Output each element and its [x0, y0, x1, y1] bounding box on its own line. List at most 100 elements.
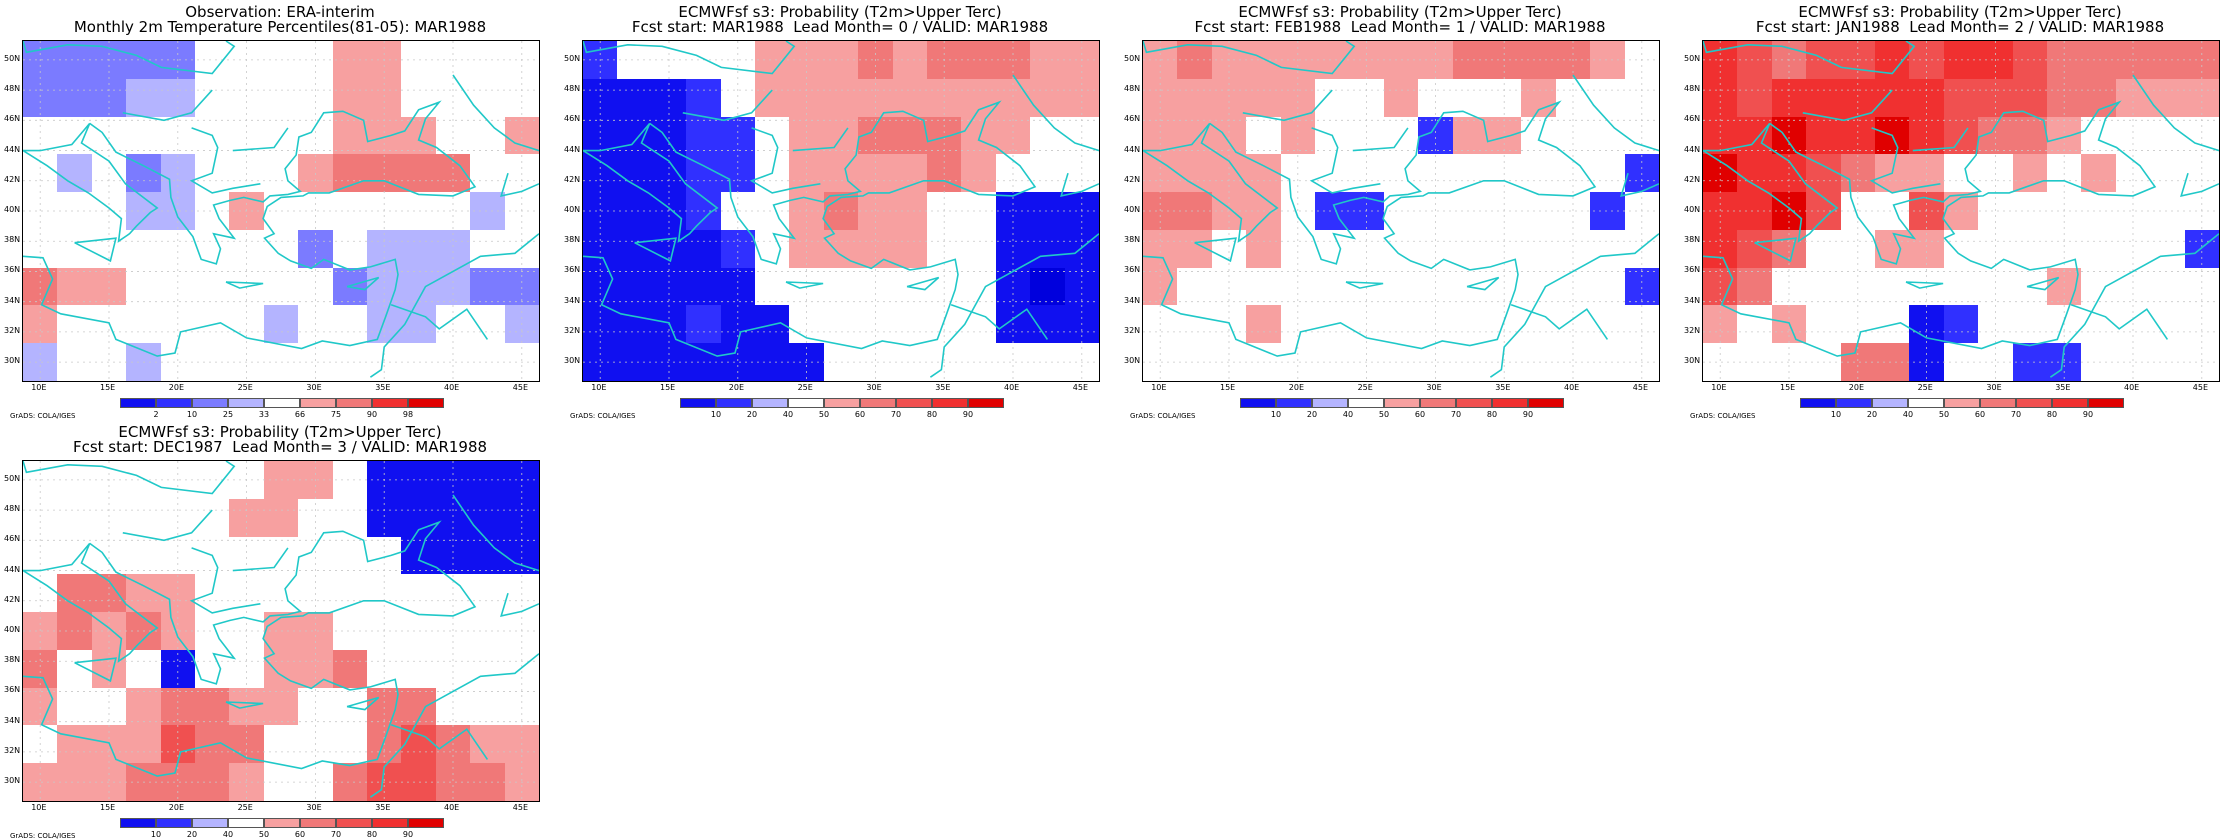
legend-label: 60	[1414, 410, 1426, 419]
grid-cell	[893, 192, 927, 230]
latitude-tick-label: 50N	[4, 473, 21, 483]
latitude-tick-label: 50N	[1684, 53, 1701, 63]
grid-cell	[996, 230, 1030, 268]
longitude-tick-label: 25E	[237, 803, 253, 812]
latitude-tick-label: 30N	[4, 356, 21, 366]
grid-cell	[1487, 117, 1521, 154]
grid-cell	[470, 192, 505, 230]
legend-swatch	[1312, 398, 1348, 408]
coastline	[906, 276, 940, 291]
longitude-tick-label: 30E	[1426, 383, 1442, 392]
grid-cell	[264, 688, 298, 725]
latitude-tick-label: 34N	[4, 295, 21, 305]
longitude-tick-label: 40E	[444, 803, 460, 812]
legend-label: 80	[2046, 410, 2058, 419]
legend-swatch	[264, 398, 300, 408]
grid-cell	[1384, 79, 1418, 117]
legend-swatch	[860, 398, 896, 408]
legend-swatch	[228, 818, 264, 828]
grid-cell	[652, 79, 686, 117]
latitude-tick-label: 50N	[4, 53, 21, 63]
grid-cell	[161, 763, 195, 801]
grid-cell	[367, 79, 401, 117]
longitude-tick-label: 25E	[1357, 383, 1373, 392]
grid-cell	[2185, 79, 2219, 117]
legend-label: 40	[1342, 410, 1354, 419]
grid-cell	[2013, 343, 2047, 381]
grid-cell	[893, 41, 927, 79]
grid-cell	[961, 41, 996, 79]
grid-cell	[652, 117, 686, 154]
latitude-tick-label: 46N	[1124, 114, 1141, 124]
grid-cell	[893, 230, 927, 268]
grid-cell	[1944, 79, 1978, 117]
coastline	[500, 592, 539, 617]
grid-cell	[298, 650, 333, 688]
grid-cell	[617, 79, 652, 117]
legend-label: 60	[854, 410, 866, 419]
coastline	[749, 127, 821, 194]
legend-label: 90	[2082, 410, 2094, 419]
longitude-tick-label: 35E	[2055, 383, 2071, 392]
coastline	[225, 281, 264, 289]
grid-cell	[401, 154, 436, 192]
coastline	[232, 547, 289, 572]
grid-cell	[686, 268, 721, 305]
grid-cell	[721, 230, 755, 268]
grads-credit: GrADS: COLA/IGES	[1690, 412, 1756, 420]
legend-swatch	[716, 398, 752, 408]
legend-label: 80	[926, 410, 938, 419]
latitude-tick-label: 42N	[4, 174, 21, 184]
grid-cell	[470, 725, 505, 763]
grid-cell	[401, 305, 436, 343]
legend-swatch	[2016, 398, 2052, 408]
grid-cell	[617, 268, 652, 305]
legend-swatch	[1980, 398, 2016, 408]
grid-cell	[686, 117, 721, 154]
legend-label: 66	[294, 410, 306, 419]
grid-cell	[1246, 79, 1281, 117]
grid-cell	[1875, 343, 1909, 381]
legend-label: 70	[2010, 410, 2022, 419]
color-legend: 10 20 40 50 60 70 80 90	[1240, 398, 1564, 419]
grid-cell	[2081, 154, 2116, 192]
coastline	[390, 303, 489, 340]
grid-cell	[1065, 230, 1099, 268]
grads-credit: GrADS: COLA/IGES	[1130, 412, 1196, 420]
latitude-tick-label: 38N	[4, 655, 21, 665]
coastline	[390, 723, 489, 760]
legend-swatch	[680, 398, 716, 408]
grid-cell	[264, 305, 298, 343]
grid-cell	[2047, 79, 2081, 117]
longitude-tick-label: 40E	[2124, 383, 2140, 392]
grid-cell	[57, 41, 92, 79]
longitude-tick-label: 20E	[1848, 383, 1865, 392]
panel-title: ECMWFsf s3: Probability (T2m>Upper Terc)	[1798, 3, 2122, 21]
coastline	[634, 237, 677, 263]
grid-cell	[23, 763, 57, 801]
grid-cell	[893, 79, 927, 117]
grid-cell	[1806, 79, 1841, 117]
coastline	[1143, 41, 1356, 75]
grid-cell	[583, 268, 617, 305]
legend-label: 50	[818, 410, 830, 419]
longitude-tick-label: 20E	[1288, 383, 1305, 392]
legend-label: 10	[710, 410, 722, 419]
panel-subtitle: Fcst start: DEC1987 Lead Month= 3 / VALI…	[72, 438, 488, 456]
grid-cell	[824, 79, 858, 117]
legend-swatch	[2088, 398, 2124, 408]
legend-swatch	[120, 818, 156, 828]
panel-title: Observation: ERA-interim	[185, 3, 375, 21]
grid-cell	[23, 650, 57, 688]
grid-cell	[57, 612, 92, 650]
color-legend: 10 20 40 50 60 70 80 90	[120, 818, 444, 839]
latitude-tick-label: 32N	[4, 325, 21, 335]
latitude-tick-label: 40N	[4, 205, 21, 214]
grid-cell	[401, 725, 436, 763]
latitude-tick-label: 40N	[564, 205, 581, 214]
grid-cell	[333, 650, 367, 688]
grid-cell	[1737, 268, 1772, 305]
grid-cell	[470, 268, 505, 305]
legend-label: 40	[1902, 410, 1914, 419]
legend-swatch	[1836, 398, 1872, 408]
